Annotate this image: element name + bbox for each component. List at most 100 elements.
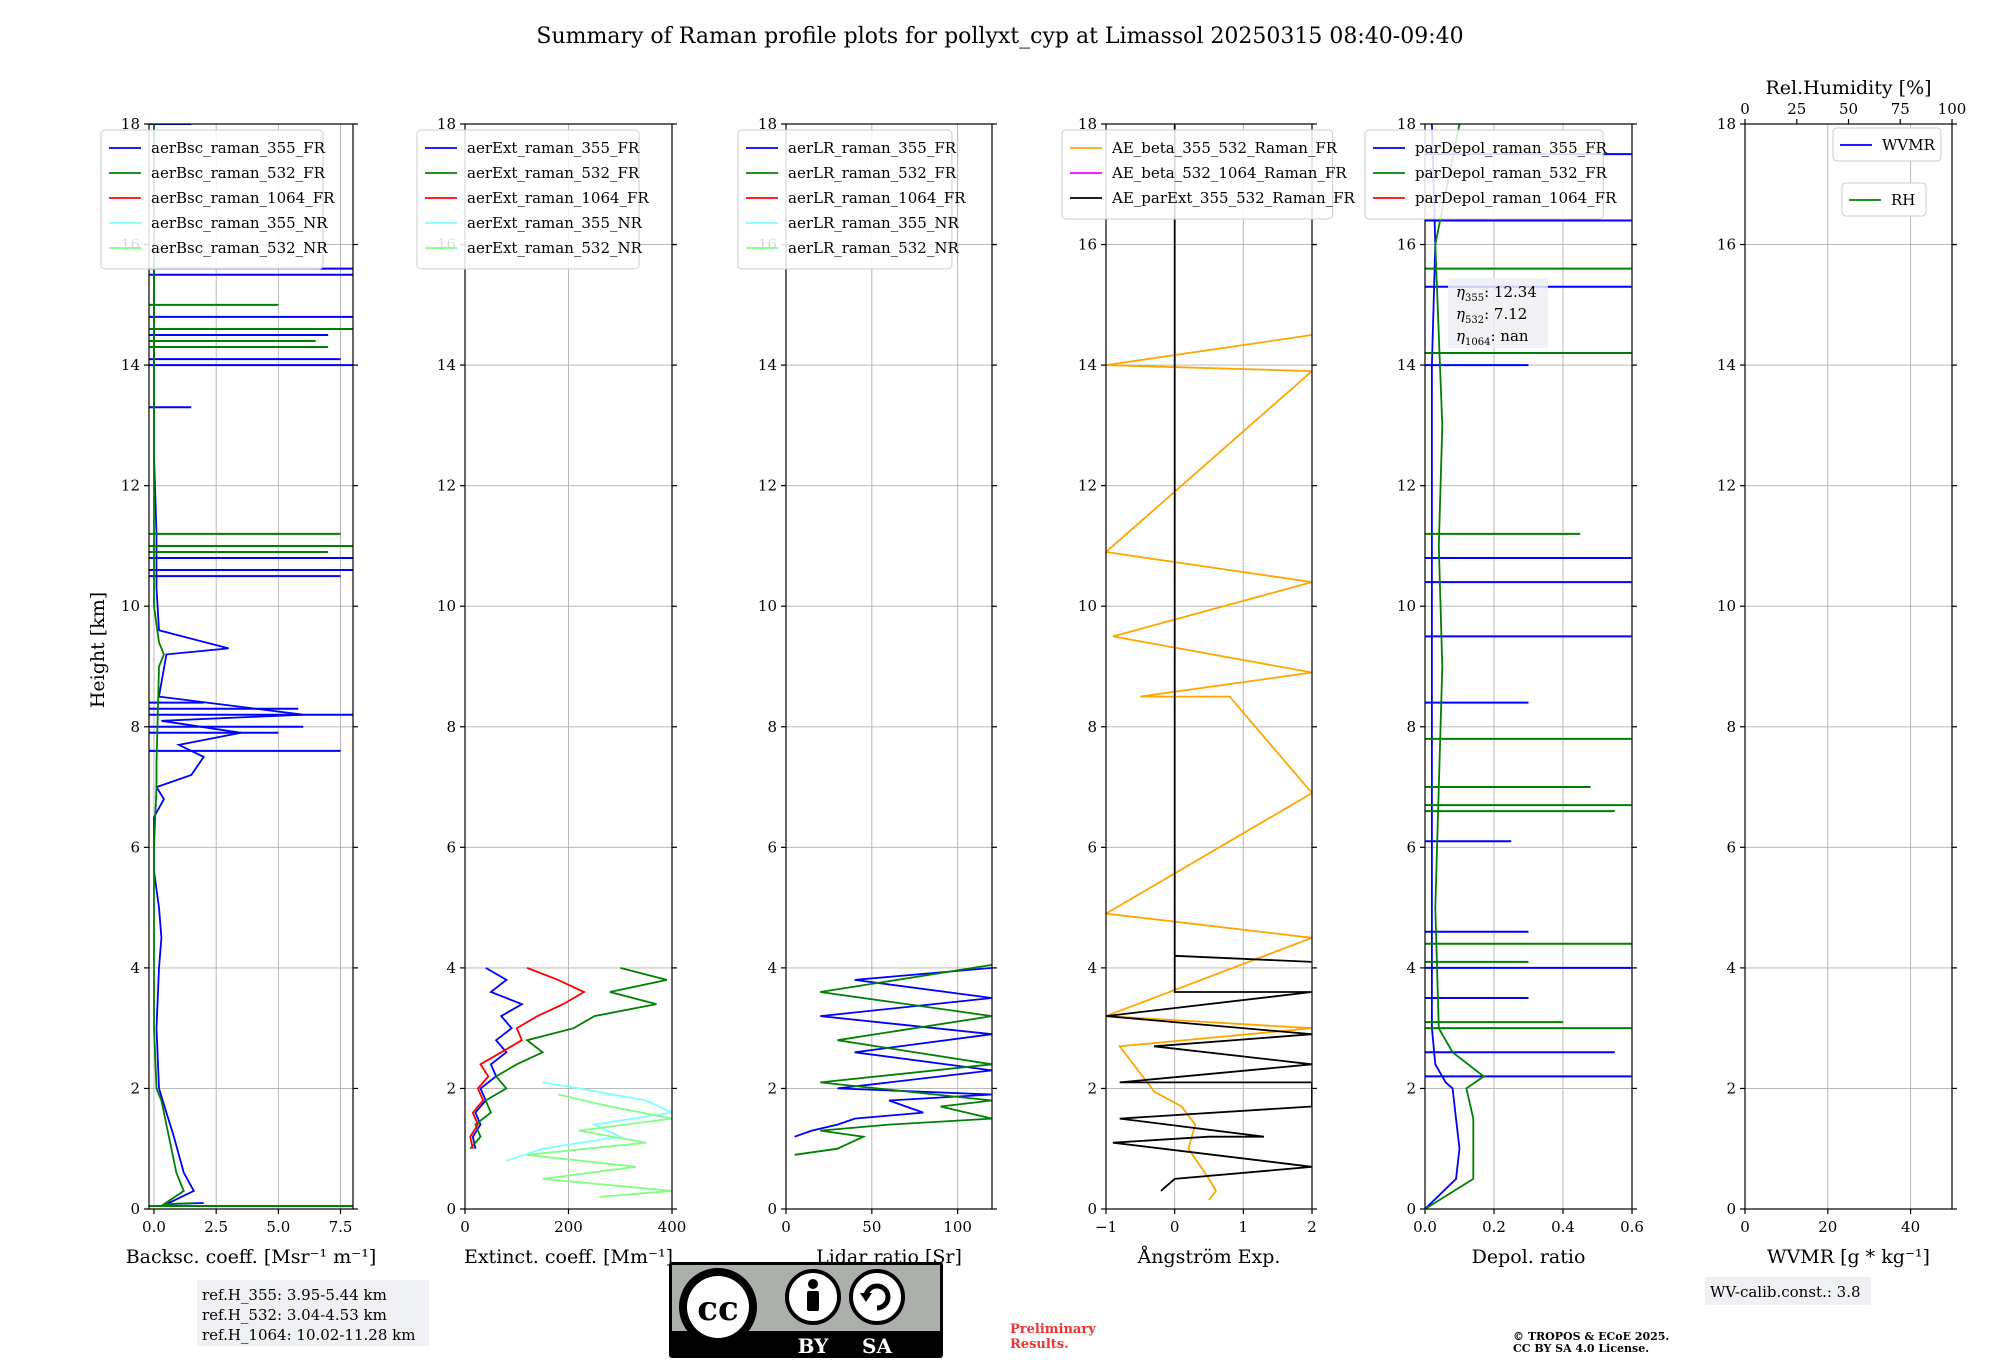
panel-lr: 024681012141618050100Lidar ratio [Sr]aer… — [737, 115, 997, 1268]
y-tick-label: 14 — [1717, 356, 1736, 374]
series-line-aerExt_raman_532_NR — [527, 1093, 672, 1198]
y-tick-label: 14 — [758, 356, 777, 374]
y-tick-label: 10 — [121, 597, 140, 615]
ref-height-532: ref.H_532: 3.04-4.53 km — [202, 1306, 387, 1324]
y-tick-label: 2 — [446, 1079, 456, 1097]
rh-tick-label: 75 — [1891, 100, 1910, 118]
legend-label: aerExt_raman_1064_FR — [467, 189, 649, 207]
x-axis-label-ae: Ångström Exp. — [1137, 1246, 1281, 1268]
sa-arrow-head — [860, 1293, 872, 1302]
x-tick-label: 20 — [1818, 1218, 1837, 1236]
rh-tick-label: 50 — [1839, 100, 1858, 118]
x-tick-label: 0 — [781, 1218, 791, 1236]
x-tick-label: 0 — [460, 1218, 470, 1236]
eta355-text: η355: 12.34 — [1456, 283, 1537, 304]
legend-ae: AE_beta_355_532_Raman_FR AE_beta_532_1064… — [1061, 129, 1356, 220]
ref-height-box-bg — [197, 1280, 429, 1346]
y-tick-label: 16 — [1078, 236, 1097, 254]
x-tick-label: 0 — [1740, 1218, 1750, 1236]
y-tick-label: 2 — [130, 1079, 140, 1097]
y-tick-label: 10 — [758, 597, 777, 615]
y-tick-label: 2 — [1726, 1079, 1736, 1097]
ref-height-1064: ref.H_1064: 10.02-11.28 km — [202, 1326, 415, 1344]
panel-frame — [1424, 123, 1633, 1210]
legend-label: aerLR_raman_355_NR — [788, 214, 959, 232]
series-line-aerExt_raman_355_FR — [471, 967, 524, 1149]
sa-share-icon — [849, 1269, 905, 1325]
y-tick-label: 8 — [1406, 718, 1416, 736]
y-tick-label: 12 — [121, 477, 140, 495]
x-tick-label: 0.6 — [1620, 1218, 1644, 1236]
legend-label: aerLR_raman_532_NR — [788, 239, 959, 257]
y-tick-label: 18 — [437, 115, 456, 133]
x-tick-label: 0.0 — [142, 1218, 166, 1236]
x-axis-label-wv: WVMR [g * kg⁻¹] — [1767, 1246, 1930, 1268]
panel-ext: 0246810121416180200400Extinct. coeff. [M… — [416, 115, 686, 1268]
y-tick-label: 6 — [1087, 838, 1097, 856]
y-tick-label: 8 — [1087, 718, 1097, 736]
x-tick-label: 100 — [943, 1218, 972, 1236]
eta-annotation-box — [1448, 278, 1548, 348]
y-tick-label: 10 — [1717, 597, 1736, 615]
wv-calib-box: WV-calib.const.: 3.8 — [1705, 1277, 1871, 1305]
x-tick-label: 5.0 — [266, 1218, 290, 1236]
legend-label: parDepol_raman_355_FR — [1415, 139, 1608, 157]
legend-label: aerExt_raman_355_FR — [467, 139, 640, 157]
y-tick-label: 18 — [1397, 115, 1416, 133]
y-tick-label: 6 — [130, 838, 140, 856]
series-line-aerBsc_raman_532_FR — [153, 124, 194, 1206]
y-tick-label: 8 — [446, 718, 456, 736]
x-tick-label: 1 — [1239, 1218, 1249, 1236]
ref-height-box: ref.H_355: 3.95-5.44 km ref.H_532: 3.04-… — [197, 1280, 429, 1346]
series-line-aerLR_raman_532_FR — [794, 964, 992, 1156]
eta-annotation: η355: 12.34 η532: 7.12 η1064: nan — [1448, 278, 1548, 348]
y-tick-label: 2 — [1087, 1079, 1097, 1097]
y-tick-label: 16 — [1717, 236, 1736, 254]
legend-label: aerBsc_raman_1064_FR — [151, 189, 335, 207]
rh-axis-label: Rel.Humidity [%] — [1765, 77, 1931, 99]
legend-label: AE_beta_532_1064_Raman_FR — [1111, 164, 1347, 182]
legend-label: parDepol_raman_1064_FR — [1415, 189, 1617, 207]
x-tick-label: 0 — [1170, 1218, 1180, 1236]
panel-frame — [1744, 123, 1953, 1210]
series-line-aerBsc_raman_355_FR — [153, 124, 304, 1206]
series-line-aerExt_raman_355_NR — [506, 1081, 672, 1162]
copyright-line1: © TROPOS & ECoE 2025. — [1513, 1330, 1669, 1343]
cc-license-badge: cc BY SA — [669, 1262, 943, 1358]
y-tick-label: 10 — [1078, 597, 1097, 615]
y-tick-label: 0 — [1087, 1200, 1097, 1218]
y-tick-label: 4 — [767, 959, 777, 977]
y-tick-label: 0 — [767, 1200, 777, 1218]
series-line-aerExt_raman_1064_FR — [469, 967, 586, 1149]
wv-calib-text: WV-calib.const.: 3.8 — [1710, 1283, 1861, 1301]
legend-box — [416, 129, 640, 270]
legend-box — [1841, 182, 1927, 217]
y-tick-label: 6 — [1726, 838, 1736, 856]
series-line-AE_beta_355_532_Raman_FR — [1106, 334, 1312, 1201]
preliminary-text-line1: Preliminary — [1010, 1322, 1096, 1337]
legend-label: aerBsc_raman_355_NR — [151, 214, 328, 232]
series-line-parDepol_raman_355_FR — [1425, 124, 1461, 1209]
legend-label: aerLR_raman_355_FR — [788, 139, 957, 157]
y-tick-label: 4 — [1406, 959, 1416, 977]
panel-frame — [148, 123, 354, 1210]
eta1064-text: η1064: nan — [1456, 327, 1529, 348]
legend-label: aerLR_raman_1064_FR — [788, 189, 966, 207]
x-tick-label: −1 — [1095, 1218, 1117, 1236]
x-tick-label: 2.5 — [204, 1218, 228, 1236]
legend-lr: aerLR_raman_355_FR aerLR_raman_532_FR aerL… — [737, 129, 966, 270]
panel-data-group — [1106, 124, 1312, 1201]
y-tick-label: 14 — [121, 356, 140, 374]
y-tick-label: 4 — [130, 959, 140, 977]
y-tick-label: 6 — [1406, 838, 1416, 856]
legend-label: parDepol_raman_532_FR — [1415, 164, 1608, 182]
y-tick-label: 14 — [1078, 356, 1097, 374]
y-tick-label: 4 — [1087, 959, 1097, 977]
rh-tick-label: 0 — [1740, 100, 1750, 118]
x-tick-label: 7.5 — [329, 1218, 353, 1236]
ref-height-355: ref.H_355: 3.95-5.44 km — [202, 1286, 387, 1304]
